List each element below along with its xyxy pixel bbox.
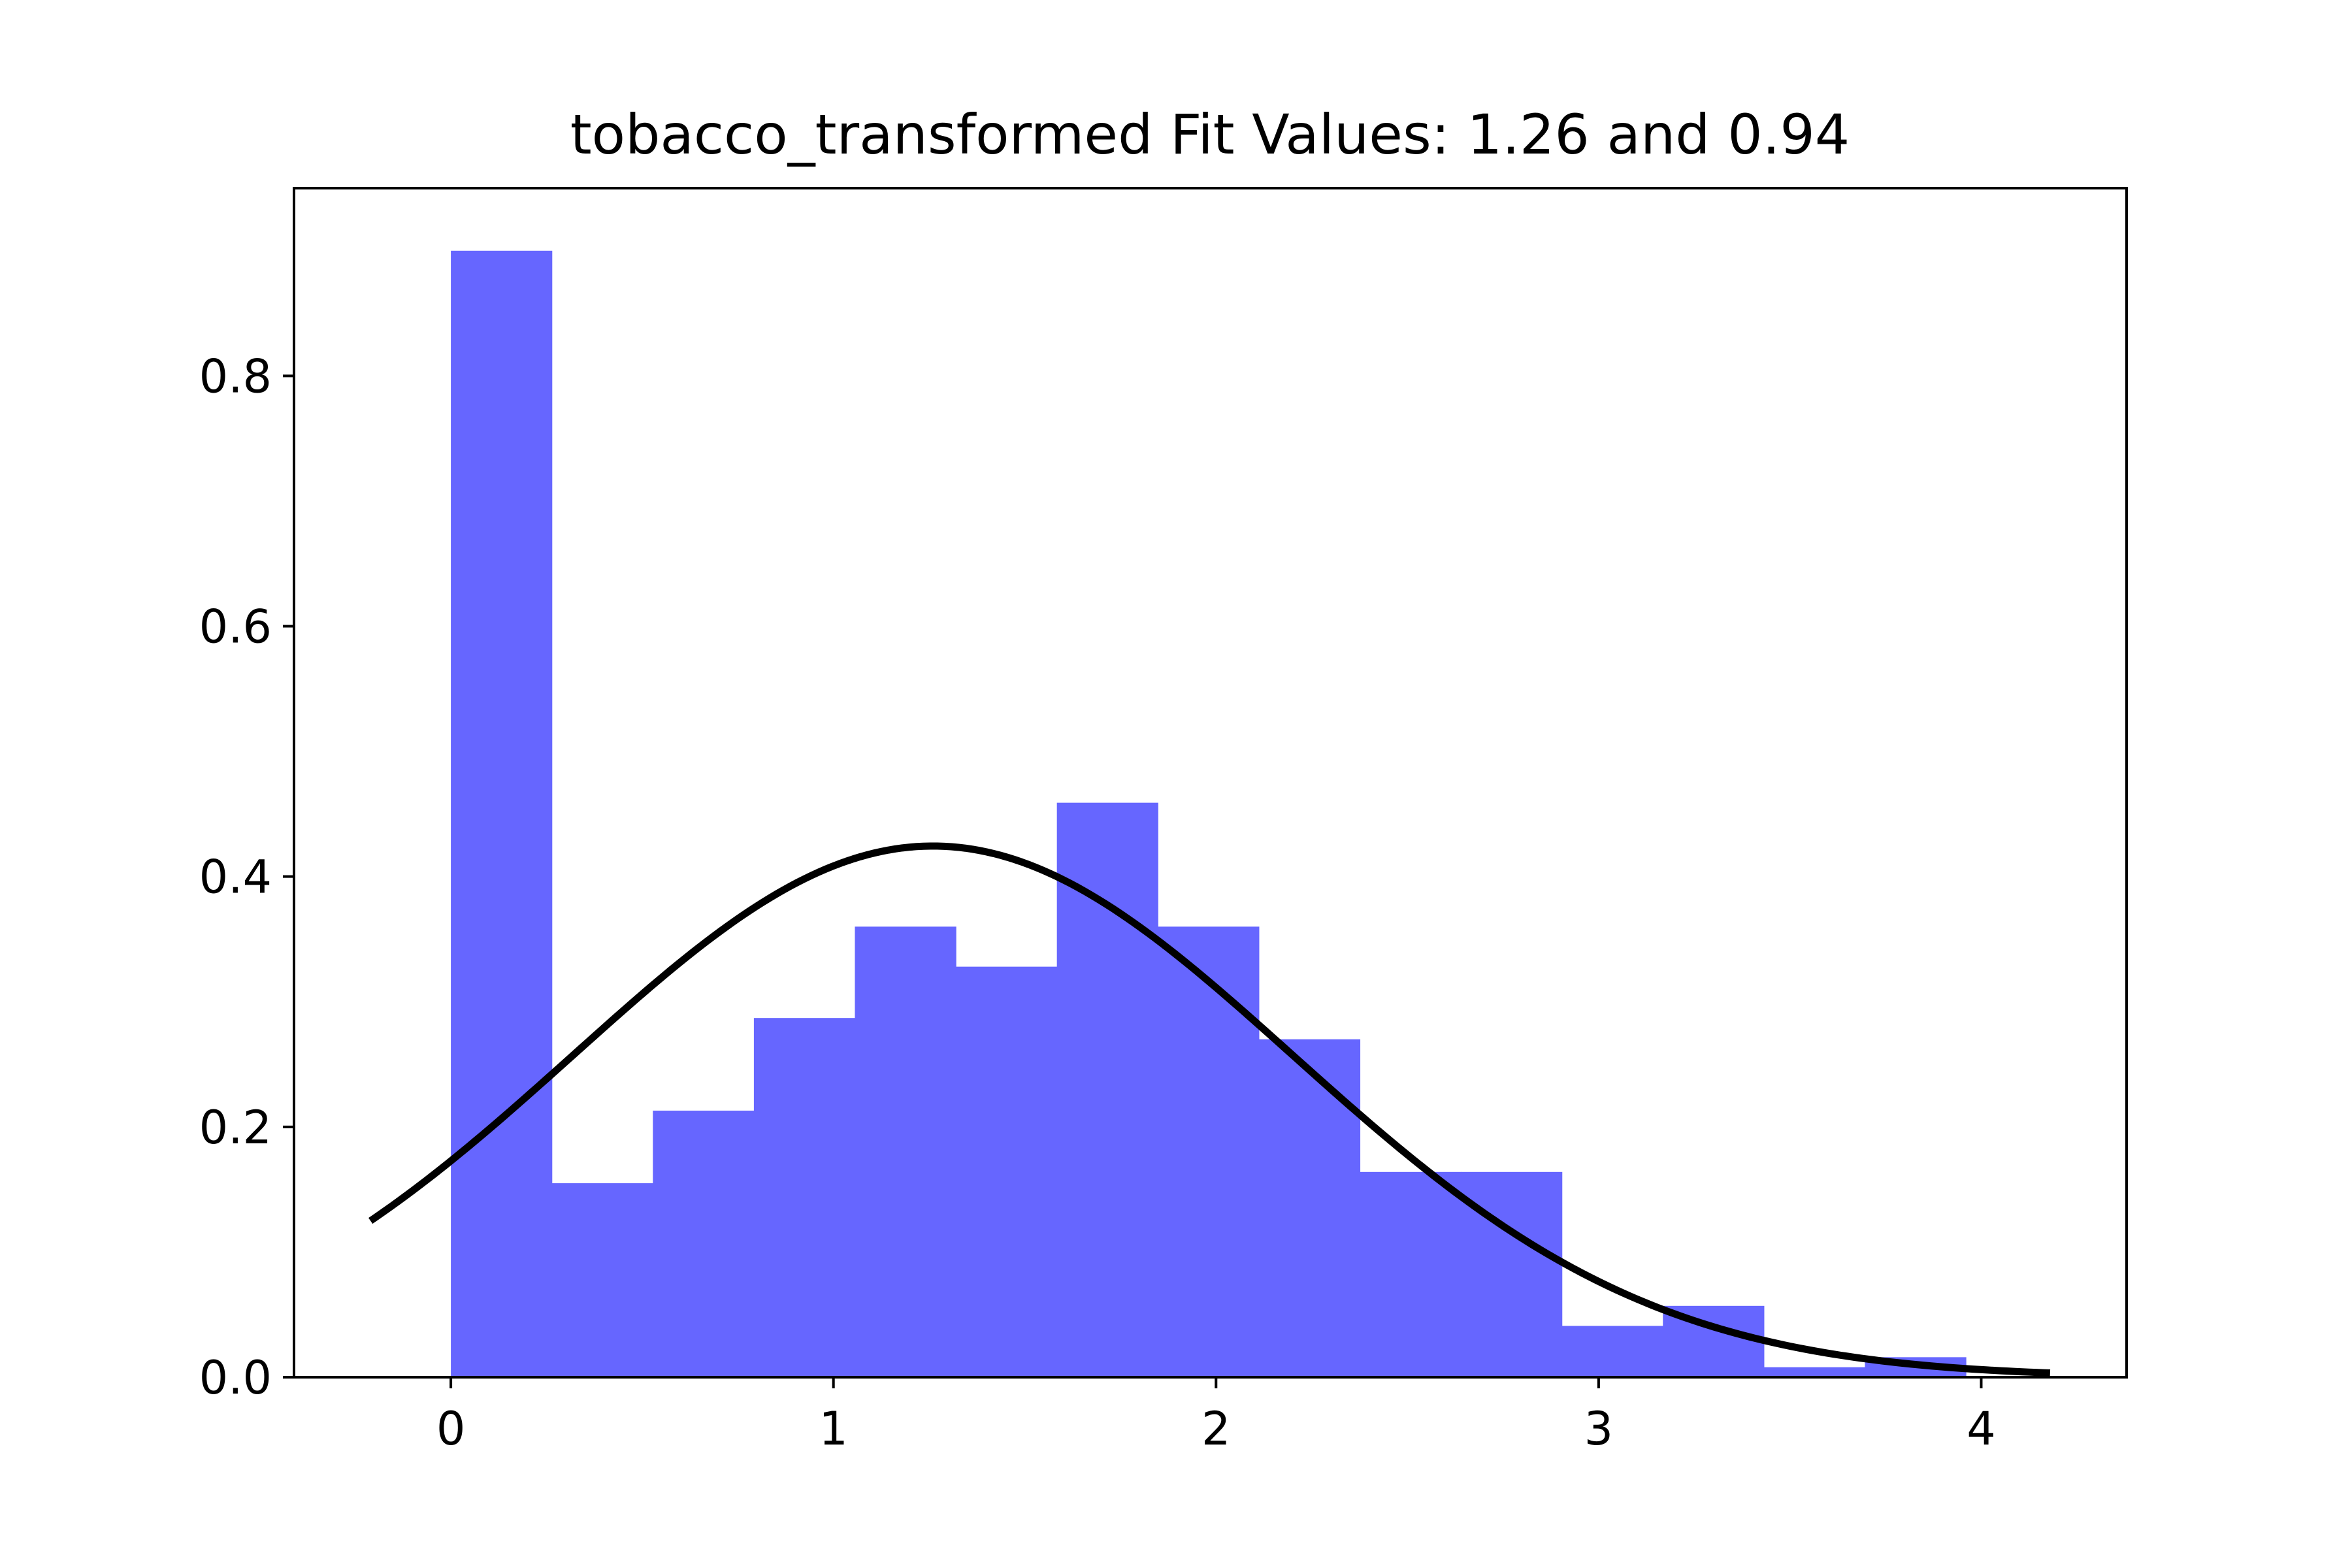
x-axis: 0 1 2 3 4 [436, 1377, 1996, 1456]
histogram-bar [551, 1183, 653, 1377]
y-tick-label: 0.2 [199, 1101, 272, 1154]
histogram-bar [1360, 1171, 1462, 1377]
x-tick-label: 1 [819, 1402, 848, 1456]
plot-frame [293, 187, 2128, 1379]
y-axis: 0.0 0.2 0.4 0.6 0.8 [199, 350, 294, 1405]
x-tick-label: 0 [436, 1402, 466, 1456]
histogram-bar [855, 926, 956, 1377]
fit-curve [368, 842, 2051, 1377]
x-tick-label: 2 [1201, 1402, 1231, 1456]
x-tick-label: 4 [1967, 1402, 1996, 1456]
histogram-bar [1056, 802, 1158, 1377]
chart-title: tobacco_transformed Fit Values: 1.26 and… [570, 103, 1850, 167]
y-tick-label: 0.4 [199, 851, 272, 904]
histogram-bar [1763, 1367, 1866, 1377]
histogram-bar [1258, 1039, 1361, 1377]
histogram-bar [1461, 1171, 1563, 1377]
y-tick-label: 0.0 [199, 1351, 272, 1405]
histogram-bar [753, 1018, 856, 1377]
histogram-bar [1561, 1326, 1663, 1377]
histogram-bars [451, 250, 1967, 1378]
histogram-bar [653, 1110, 755, 1377]
y-tick-label: 0.8 [199, 350, 272, 403]
histogram-bar [1158, 926, 1260, 1377]
histogram-bar [451, 250, 553, 1378]
x-tick-label: 3 [1584, 1402, 1614, 1456]
y-tick-label: 0.6 [199, 600, 272, 654]
histogram-bar [956, 966, 1058, 1377]
